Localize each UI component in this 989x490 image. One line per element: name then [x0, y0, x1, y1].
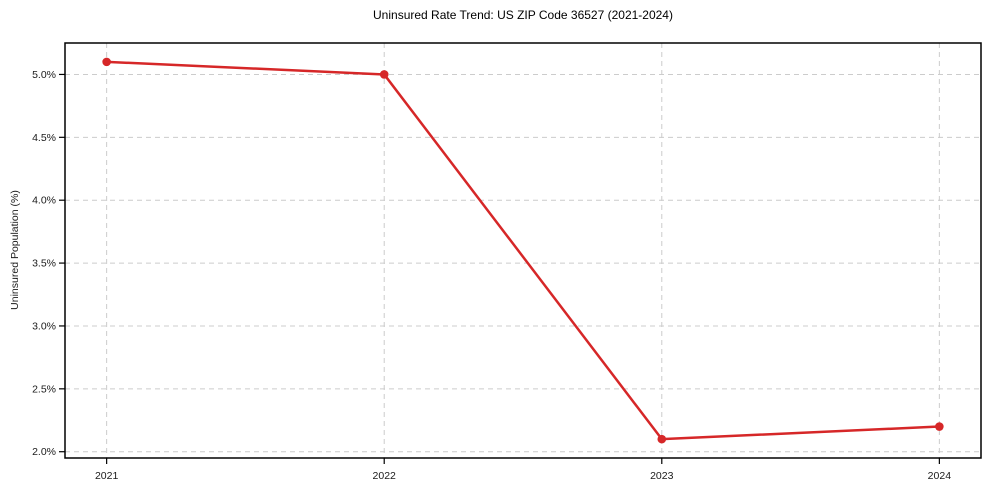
data-point-marker — [102, 57, 111, 67]
x-tick-label: 2023 — [650, 470, 674, 482]
data-point-marker — [657, 434, 667, 444]
y-tick-label: 4.0% — [32, 195, 56, 207]
y-tick-label: 5.0% — [32, 69, 56, 81]
y-tick-label: 2.0% — [32, 446, 56, 458]
y-tick-label: 3.5% — [32, 258, 56, 270]
chart-title: Uninsured Rate Trend: US ZIP Code 36527 … — [373, 8, 673, 22]
trend-line — [105, 60, 941, 441]
y-tick-label: 4.5% — [32, 132, 56, 144]
x-tick-label: 2021 — [95, 470, 119, 482]
y-tick-label: 3.0% — [32, 320, 56, 332]
y-tick-label: 2.5% — [32, 383, 56, 395]
x-tick-label: 2022 — [373, 470, 397, 482]
x-tick-label: 2024 — [928, 470, 952, 482]
data-point-marker — [379, 70, 389, 79]
plot-border — [64, 42, 982, 459]
data-point-marker — [935, 422, 944, 431]
